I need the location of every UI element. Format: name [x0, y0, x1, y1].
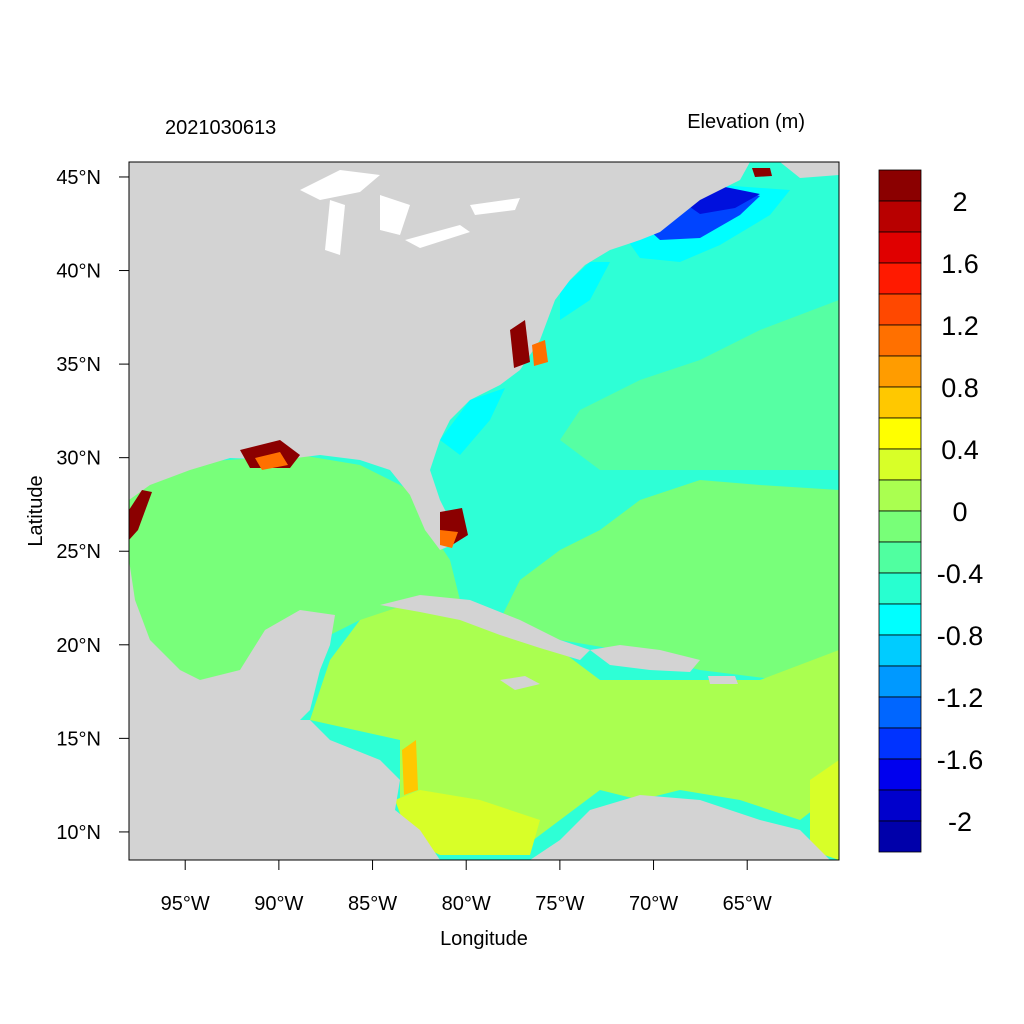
colorbar-label: -0.4	[937, 559, 984, 589]
nicaragua-coast-surge	[402, 740, 418, 795]
colorbar-swatch	[878, 696, 922, 729]
colorbar-swatch	[878, 200, 922, 233]
lake-michigan	[325, 200, 345, 255]
colorbar-swatch	[878, 665, 922, 698]
x-tick-label: 80°W	[442, 893, 491, 915]
lake-erie	[405, 225, 470, 248]
texas-coast-surge	[129, 490, 152, 540]
colorbar-swatch	[878, 355, 922, 388]
colorbar-label: 0.8	[941, 373, 979, 403]
colorbar-label: -1.6	[937, 745, 984, 775]
colorbar-swatch	[878, 541, 922, 574]
colorbar-swatch	[878, 262, 922, 295]
carolina-coast-surge-mid	[532, 340, 548, 366]
colorbar-swatch	[878, 758, 922, 791]
colorbar-label: 2	[952, 187, 967, 217]
lake-superior	[300, 170, 380, 200]
louisiana-coast-surge-mid	[255, 452, 288, 470]
x-tick-label: 65°W	[723, 893, 772, 915]
puerto-rico-land	[708, 676, 738, 684]
y-axis-label: Latitude	[25, 475, 47, 546]
y-tick-label: 30°N	[56, 448, 101, 470]
x-axis-label: Longitude	[440, 928, 528, 950]
colorbar-label: -2	[948, 807, 972, 837]
colorbar-swatch	[878, 417, 922, 450]
y-tick-label: 15°N	[56, 728, 101, 750]
x-tick-label: 70°W	[629, 893, 678, 915]
colorbar-swatch	[878, 634, 922, 667]
colorbar-swatch	[878, 324, 922, 357]
colorbar-swatch	[878, 479, 922, 512]
colorbar-label: -1.2	[937, 683, 984, 713]
longitude-axis: 95°W 90°W 85°W 80°W 75°W 70°W 65°W	[161, 860, 772, 915]
newfoundland-land	[780, 162, 839, 178]
map-frame	[128, 161, 840, 861]
mid-atlantic-coast-low	[560, 262, 610, 320]
central-america-land	[129, 720, 440, 860]
panama-yellow-zone	[395, 790, 540, 855]
lesser-antilles-yellow-zone	[810, 760, 839, 860]
hispaniola-land	[590, 645, 700, 672]
south-florida-surge-edge	[440, 530, 458, 548]
atlantic-zero-zone	[500, 480, 839, 690]
map-plot-area	[129, 162, 839, 860]
x-tick-label: 75°W	[535, 893, 584, 915]
y-tick-label: 10°N	[56, 822, 101, 844]
colorbar-swatch	[878, 789, 922, 822]
colorbar-swatch	[878, 572, 922, 605]
y-tick-label: 35°N	[56, 354, 101, 376]
colorbar-label: -0.8	[937, 621, 984, 651]
carolina-coast-surge	[510, 320, 530, 368]
colorbar-swatch	[878, 727, 922, 760]
y-tick-label: 40°N	[56, 261, 101, 283]
y-tick-label: 45°N	[56, 167, 101, 189]
cuba-land	[380, 595, 590, 660]
jamaica-land	[500, 676, 540, 690]
colorbar-swatch	[878, 820, 922, 853]
colorbar-swatch	[878, 510, 922, 543]
lake-huron	[380, 195, 410, 235]
latitude-axis: 45°N 40°N 35°N 30°N 25°N 20°N 15°N 10°N	[56, 167, 129, 844]
map-variable-title: Elevation (m)	[687, 111, 805, 133]
map-timestamp-title: 2021030613	[165, 117, 276, 139]
colorbar-swatch	[878, 169, 922, 202]
colorbar-swatch	[878, 448, 922, 481]
x-tick-label: 95°W	[161, 893, 210, 915]
colorbar-label: 0.4	[941, 435, 979, 465]
great-lakes	[300, 170, 520, 255]
colorbar-swatch	[878, 386, 922, 419]
south-america-land	[530, 795, 830, 860]
y-tick-label: 25°N	[56, 541, 101, 563]
y-tick-label: 20°N	[56, 635, 101, 657]
atlantic-east-zero-zone	[560, 300, 839, 470]
colorbar-label: 0	[952, 497, 967, 527]
colorbar-label: 1.6	[941, 249, 979, 279]
x-tick-label: 85°W	[348, 893, 397, 915]
lake-ontario	[470, 198, 520, 215]
mexico-land	[129, 560, 335, 720]
caribbean-water	[310, 600, 839, 855]
colorbar-legend: 2 1.6 1.2 0.8 0.4 0 -0.4 -0.8 -1.2 -1.6 -2	[878, 169, 984, 853]
georgia-coast-low	[440, 388, 505, 455]
colorbar-label: 1.2	[941, 311, 979, 341]
colorbar-swatch	[878, 231, 922, 264]
colorbar-swatch	[878, 293, 922, 326]
gulf-of-mexico-water	[129, 455, 460, 690]
colorbar-swatch	[878, 603, 922, 636]
x-tick-label: 90°W	[254, 893, 303, 915]
nova-scotia-surge	[752, 168, 772, 177]
